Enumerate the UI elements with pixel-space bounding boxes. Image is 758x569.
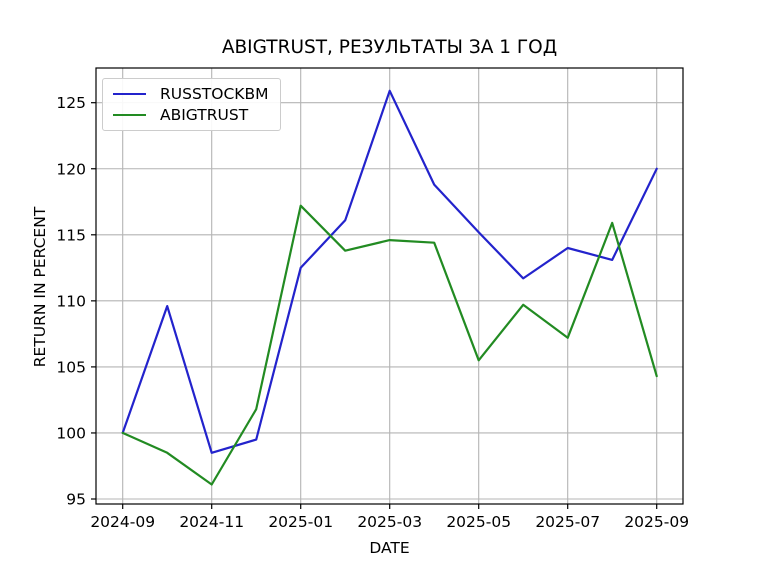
legend-line-sample-green [113, 114, 146, 117]
y-tick-label: 120 [56, 160, 86, 178]
series-line-russtockbm [121, 89, 658, 454]
legend-item-abigtrust: ABIGTRUST [109, 105, 274, 127]
legend-item-label: RUSSTOCKBM [160, 84, 269, 103]
x-tick-label: 2025-05 [446, 513, 511, 531]
y-tick-label: 100 [56, 424, 86, 442]
y-tick-label: 95 [66, 491, 86, 509]
y-tick-label: 115 [56, 226, 86, 244]
x-tick-label: 2025-03 [357, 513, 422, 531]
legend: RUSSTOCKBM ABIGTRUST [102, 78, 281, 131]
legend-item-label: ABIGTRUST [160, 106, 249, 125]
chart-title: ABIGTRUST, РЕЗУЛЬТАТЫ ЗА 1 ГОД [221, 37, 558, 58]
x-tick-label: 2025-07 [535, 513, 600, 531]
legend-line-sample-blue [113, 92, 146, 95]
x-axis-label: DATE [369, 539, 410, 557]
series-line-abigtrust [121, 204, 658, 486]
y-tick-label: 125 [56, 94, 86, 112]
x-tick-label: 2024-09 [90, 513, 155, 531]
x-tick-label: 2024-11 [179, 513, 244, 531]
y-tick-label: 110 [56, 292, 86, 310]
legend-item-russtockbm: RUSSTOCKBM [109, 83, 274, 105]
x-tick-label: 2025-09 [624, 513, 689, 531]
x-tick-label: 2025-01 [268, 513, 333, 531]
y-tick-label: 105 [56, 358, 86, 376]
